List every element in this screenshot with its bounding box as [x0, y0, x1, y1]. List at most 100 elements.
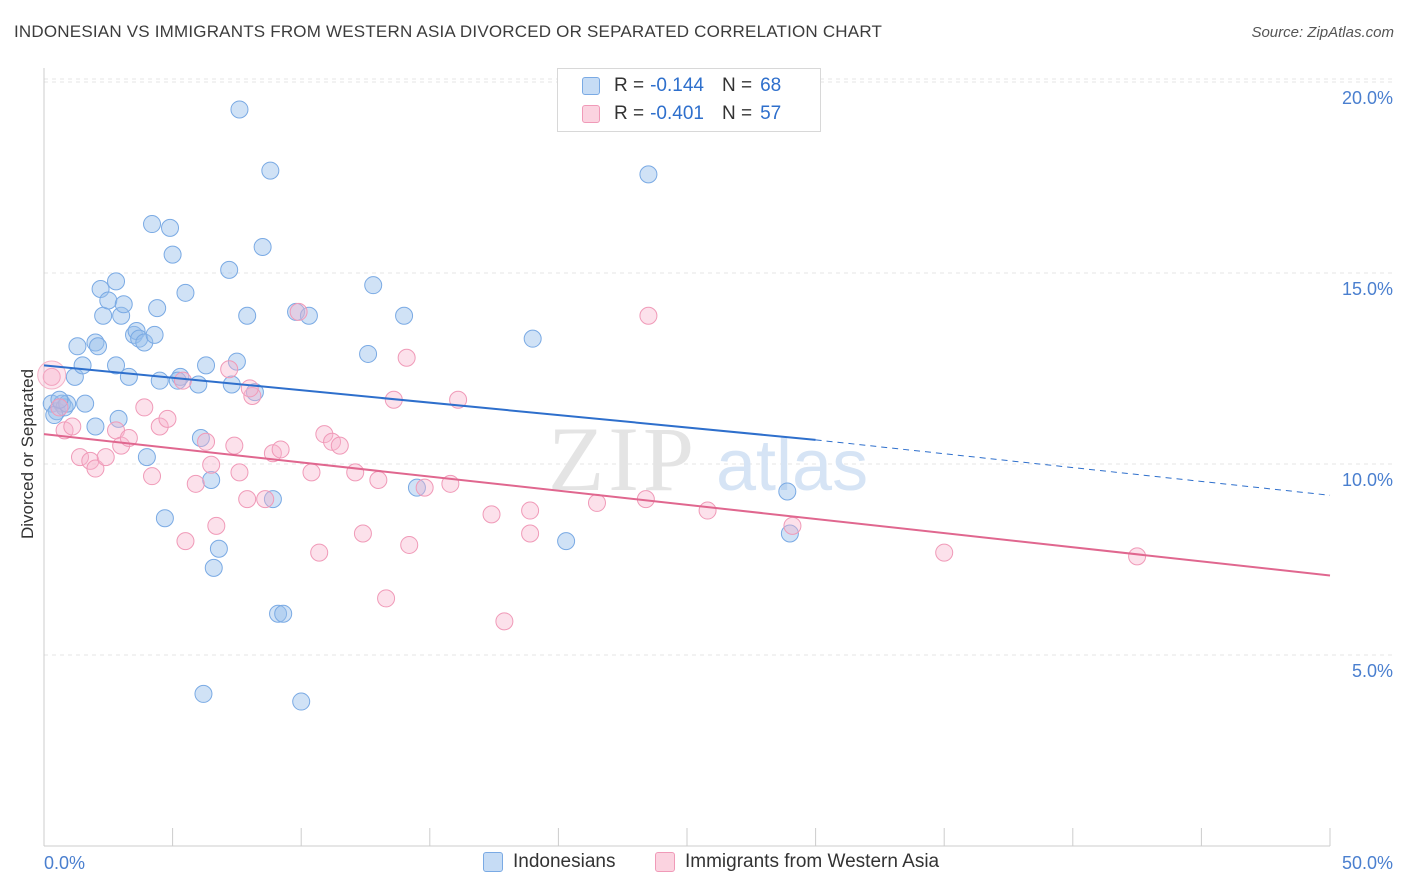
- legend-label-indonesians: Indonesians: [513, 851, 616, 872]
- legend-label-western-asia: Immigrants from Western Asia: [685, 851, 940, 872]
- data-point-indonesians: [114, 295, 133, 314]
- data-point-western-asia: [256, 490, 275, 509]
- tick-labels: 5.0% 10.0% 15.0% 20.0% 0.0% 50.0%: [44, 88, 1393, 873]
- data-point-western-asia: [400, 535, 419, 554]
- legend-swatch-pink: [582, 105, 600, 123]
- data-point-indonesians: [168, 371, 187, 390]
- data-point-indonesians: [86, 417, 105, 436]
- data-point-indonesians: [220, 260, 239, 279]
- legend-r-value: -0.144: [650, 75, 704, 96]
- data-point-western-asia: [176, 532, 195, 551]
- data-point-western-asia: [289, 302, 308, 321]
- data-point-western-asia: [50, 398, 69, 417]
- data-point-indonesians: [119, 367, 138, 386]
- trend-lines: [43, 364, 1331, 577]
- legend-n-label: N =: [721, 103, 753, 124]
- y-tick-label: 15.0%: [1342, 279, 1393, 299]
- data-point-western-asia: [271, 440, 290, 459]
- data-point-indonesians: [94, 306, 113, 325]
- data-point-western-asia: [207, 516, 226, 535]
- data-point-indonesians: [107, 272, 126, 291]
- data-point-western-asia: [783, 516, 802, 535]
- trend-line-indonesians: [43, 364, 816, 441]
- y-tick-label: 10.0%: [1342, 470, 1393, 490]
- data-point-indonesians: [155, 509, 174, 528]
- data-point-indonesians: [50, 390, 69, 409]
- data-point-western-asia: [330, 436, 349, 455]
- data-point-western-asia: [63, 417, 82, 436]
- legend-swatch-blue: [483, 852, 503, 872]
- legend-item-western-asia[interactable]: Immigrants from Western Asia: [655, 851, 939, 873]
- data-point-western-asia: [238, 490, 257, 509]
- data-point-western-asia: [415, 478, 434, 497]
- data-point-indonesians: [261, 161, 280, 180]
- data-point-indonesians: [189, 375, 208, 394]
- data-point-indonesians: [230, 100, 249, 119]
- data-point-indonesians: [227, 352, 246, 371]
- data-point-western-asia: [240, 379, 259, 398]
- data-point-indonesians: [204, 558, 223, 577]
- y-tick-label: 20.0%: [1342, 88, 1393, 108]
- legend-r-label: R =: [614, 75, 645, 96]
- data-point-indonesians: [68, 337, 87, 356]
- watermark-zip: ZIP: [548, 408, 698, 510]
- data-point-western-asia: [1128, 547, 1147, 566]
- data-point-indonesians: [299, 306, 318, 325]
- data-point-indonesians: [395, 306, 414, 325]
- data-point-western-asia: [353, 524, 372, 543]
- data-point-indonesians: [137, 448, 156, 467]
- data-point-western-asia: [935, 543, 954, 562]
- legend-item-indonesians[interactable]: Indonesians: [483, 851, 615, 873]
- data-point-indonesians: [639, 165, 658, 184]
- correlation-legend: R = -0.144 N = 68 R = -0.401 N = 57: [557, 68, 821, 132]
- legend-row-indonesians: R = -0.144 N = 68: [558, 73, 799, 99]
- data-point-indonesians: [112, 306, 131, 325]
- data-point-western-asia: [173, 371, 192, 390]
- data-point-indonesians: [107, 356, 126, 375]
- data-point-western-asia: [96, 448, 115, 467]
- data-point-western-asia: [158, 409, 177, 428]
- legend-r-label: R =: [614, 103, 645, 124]
- data-point-western-asia: [369, 471, 388, 489]
- data-point-western-asia: [377, 589, 396, 608]
- data-point-western-asia: [495, 612, 514, 631]
- data-point-western-asia: [37, 360, 67, 390]
- data-point-indonesians: [263, 490, 282, 509]
- data-point-western-asia: [587, 493, 606, 512]
- data-point-indonesians: [557, 532, 576, 551]
- data-point-indonesians: [163, 245, 182, 264]
- data-point-western-asia: [302, 463, 321, 482]
- data-point-western-asia: [521, 524, 540, 543]
- data-point-indonesians: [202, 471, 221, 489]
- series-indonesians: [42, 100, 799, 711]
- data-point-western-asia: [186, 474, 205, 493]
- data-point-indonesians: [148, 299, 167, 318]
- data-point-indonesians: [109, 409, 128, 428]
- data-point-indonesians: [238, 306, 257, 325]
- data-point-indonesians: [274, 604, 293, 623]
- data-point-indonesians: [176, 283, 195, 302]
- data-point-western-asia: [230, 463, 249, 482]
- data-point-indonesians: [197, 356, 216, 375]
- trend-line-western-asia: [43, 433, 1331, 577]
- x-tick-label: 0.0%: [44, 853, 85, 873]
- data-point-indonesians: [292, 692, 311, 711]
- data-point-western-asia: [315, 425, 334, 444]
- data-point-indonesians: [194, 684, 213, 703]
- trend-line-indonesians-extended: [815, 439, 1331, 496]
- data-point-western-asia: [310, 543, 329, 562]
- data-point-indonesians: [145, 325, 164, 344]
- data-point-indonesians: [778, 482, 797, 501]
- data-point-indonesians: [89, 337, 108, 356]
- data-point-western-asia: [86, 459, 105, 478]
- watermark-atlas: atlas: [716, 426, 868, 506]
- legend-n-label: N =: [721, 75, 753, 96]
- data-point-western-asia: [698, 501, 717, 520]
- data-point-western-asia: [639, 306, 658, 325]
- legend-row-western-asia: R = -0.401 N = 57: [558, 101, 799, 127]
- data-point-western-asia: [135, 398, 154, 417]
- data-point-indonesians: [209, 539, 228, 558]
- data-point-indonesians: [359, 344, 378, 363]
- axes: [43, 68, 1331, 847]
- data-point-western-asia: [482, 505, 501, 524]
